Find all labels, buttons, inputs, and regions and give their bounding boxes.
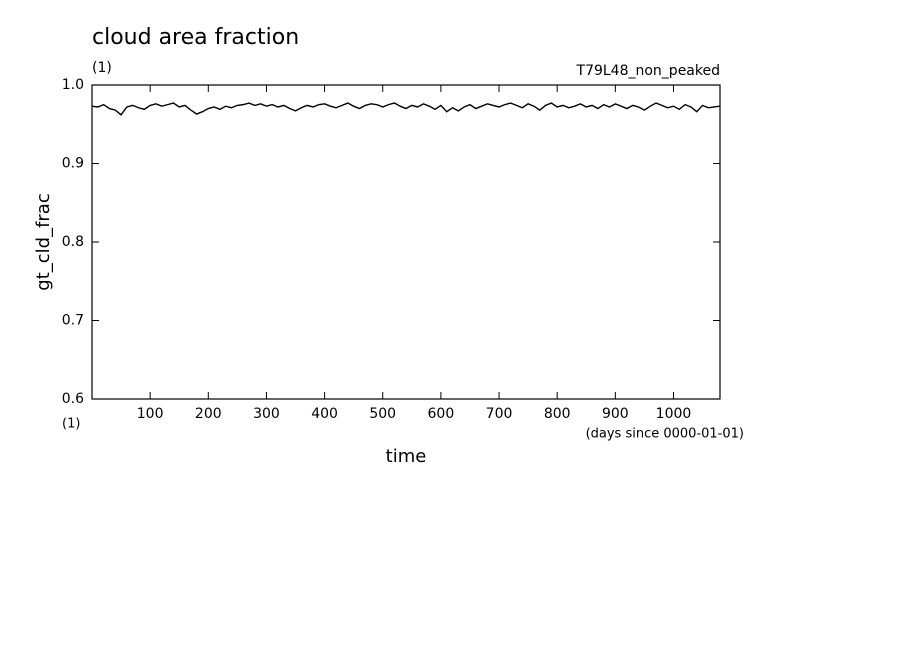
x-tick-label: 300 [253,406,280,422]
x-tick-label: 400 [311,406,338,422]
y-tick-label: 0.6 [62,391,84,407]
y-tick-label: 1.0 [62,77,84,93]
x-tick-label: 100 [137,406,164,422]
y-tick-label: 0.7 [62,313,84,329]
y-axis-label: gt_cld_frac [33,193,54,290]
x-tick-label: 600 [428,406,455,422]
y-tick-label: 0.9 [62,156,84,172]
x-tick-label: 900 [602,406,629,422]
x-tick-label: 700 [486,406,513,422]
x-tick-label: 1000 [656,406,692,422]
x-tick-label: 800 [544,406,571,422]
data-line [91,102,721,116]
y-tick-label: 0.8 [62,234,84,250]
subtitle: (1) [92,60,112,76]
x-tick-label: 200 [195,406,222,422]
x-tick-label: 500 [369,406,396,422]
chart-title: cloud area fraction [92,25,299,50]
x-origin-label: (1) [62,417,80,432]
experiment-label: T79L48_non_peaked [576,63,720,79]
x-axis-label: time [386,446,427,467]
x-unit-label: (days since 0000-01-01) [586,427,744,442]
